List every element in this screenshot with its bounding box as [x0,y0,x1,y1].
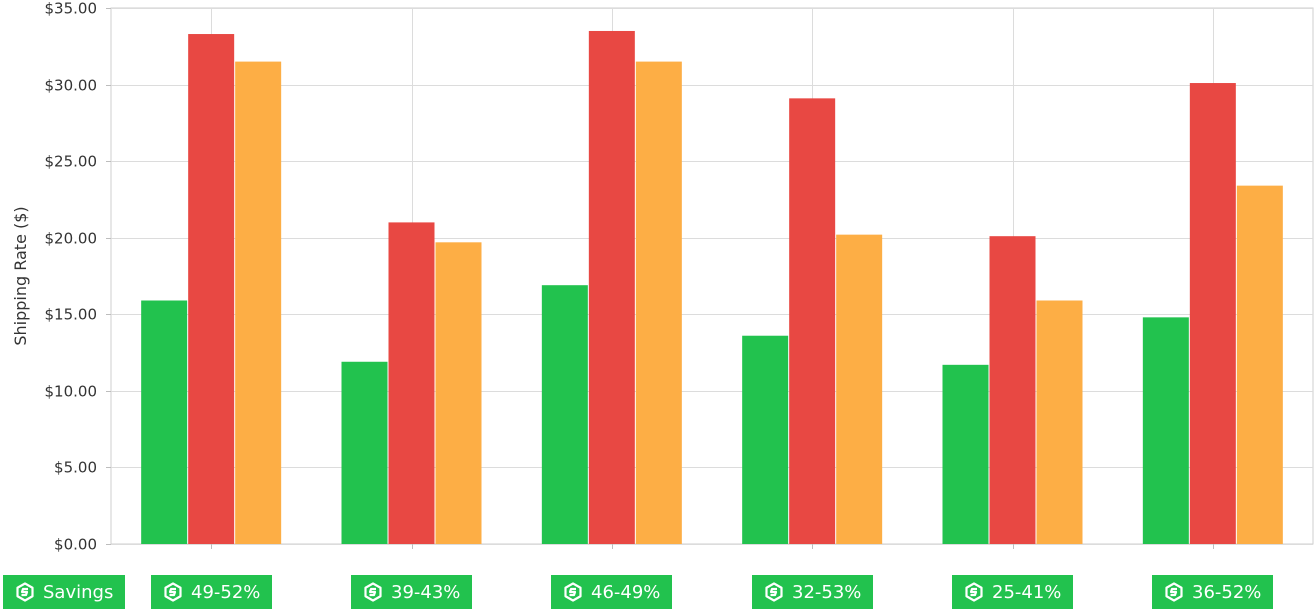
bar [435,242,482,544]
bar [942,364,989,544]
savings-badge-label: Savings [43,581,114,603]
bar [1189,83,1236,544]
category-badge-label: 39-43% [391,581,461,603]
bar [341,361,388,544]
grid [106,7,1314,549]
bar [635,61,682,544]
y-tick-label: $20.00 [45,230,98,248]
bar [1236,185,1283,544]
bar [789,98,836,545]
y-tick-label: $0.00 [54,536,97,554]
bar [1142,317,1189,544]
category-badge-label: 32-53% [792,581,862,603]
brand-s-icon [364,582,382,602]
bar [836,234,883,544]
category-badge: 36-52% [1152,575,1274,609]
bar [989,236,1036,544]
shipping-rate-chart: $0.00 $5.00 $10.00 $15.00 $20.00 $25.00 $30.00… [11,0,1314,554]
y-axis-ticks: $0.00 $5.00 $10.00 $15.00 $20.00 $25.00 $30.00… [45,0,98,554]
brand-s-icon [965,582,983,602]
brand-s-icon [765,582,783,602]
category-badge: 32-53% [752,575,874,609]
y-tick-label: $10.00 [45,383,98,401]
y-axis-title: Shipping Rate ($) [11,206,30,345]
category-badge: 46-49% [551,575,673,609]
category-badge: 49-52% [151,575,273,609]
bars [141,30,1283,545]
bar [742,335,789,544]
y-tick-label: $5.00 [54,459,97,477]
category-badge-label: 36-52% [1192,581,1262,603]
category-badge-label: 49-52% [191,581,261,603]
category-badge: 39-43% [351,575,473,609]
brand-s-icon [16,582,34,602]
bar [141,300,188,544]
bar [388,222,435,544]
bar [235,61,282,544]
bar [588,30,635,544]
category-badge: 25-41% [952,575,1074,609]
y-tick-label: $35.00 [45,0,98,18]
plot-frame [110,7,1314,545]
brand-s-icon [164,582,182,602]
bar [188,34,235,544]
y-tick-label: $15.00 [45,306,98,324]
category-badge-label: 25-41% [992,581,1062,603]
bar [541,285,588,544]
category-badge-label: 46-49% [591,581,661,603]
savings-badge: Savings [3,575,126,609]
brand-s-icon [1165,582,1183,602]
bar [1036,300,1083,544]
y-tick-label: $30.00 [45,77,98,95]
y-tick-label: $25.00 [45,153,98,171]
brand-s-icon [564,582,582,602]
